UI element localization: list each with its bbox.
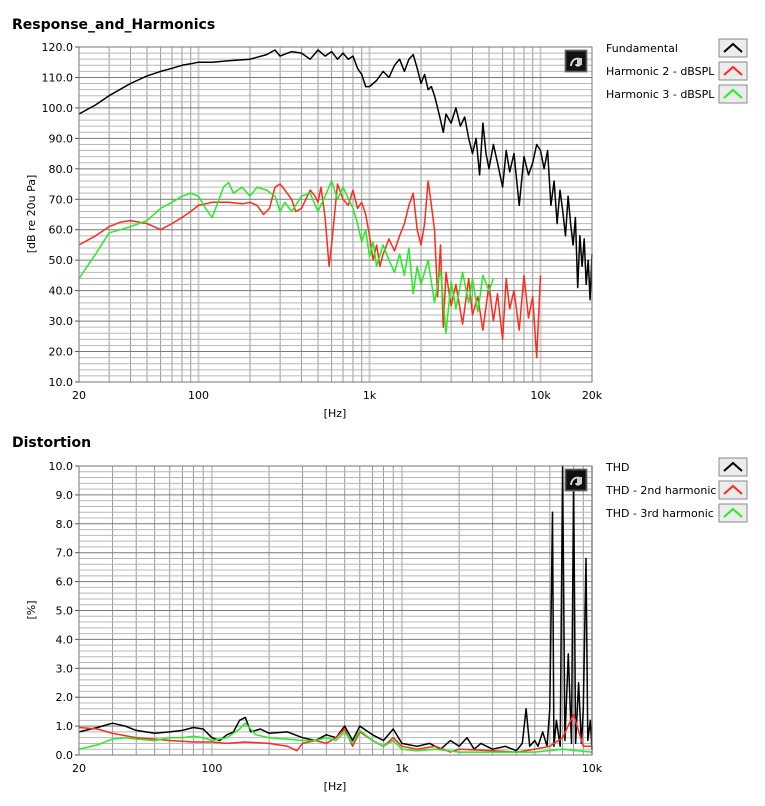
distortion-y-tick-labels: 0.0 1.0 2.0 3.0 4.0 5.0 6.0 7.0 8.0 9.0 10.0	[49, 460, 79, 762]
response-y-tick-label: 80.0	[49, 163, 74, 176]
response-series-line-1	[78, 49, 593, 301]
legend-swatch-fundamental	[718, 38, 748, 58]
response-y-tick-label: 60.0	[49, 224, 74, 237]
legend-line-thd-2nd	[723, 484, 743, 495]
distortion-legend: THD THD - 2nd harmonic THD - 3rd harmoni…	[605, 457, 748, 523]
graph-palette-icon[interactable]	[564, 49, 588, 73]
legend-line-harmonic-3	[723, 88, 743, 99]
distortion-y-tick-label: 6.0	[56, 576, 74, 589]
legend-label-thd-2nd: THD - 2nd harmonic	[605, 484, 716, 497]
legend-swatch-harmonic-3	[718, 84, 748, 104]
legend-item-thd-2nd[interactable]: THD - 2nd harmonic	[605, 480, 748, 500]
chart-title-distortion: Distortion	[12, 435, 91, 451]
distortion-x-axis-label: [Hz]	[324, 780, 347, 793]
response-series-line-2	[78, 180, 542, 359]
response-y-tick-label: 100.0	[42, 102, 74, 115]
response-series-group	[78, 49, 593, 359]
response-y-tick-label: 40.0	[49, 285, 74, 298]
legend-label-harmonic-2: Harmonic 2 - dBSPL	[606, 65, 715, 78]
response-plot-area	[79, 47, 592, 382]
distortion-y-tick-label: 2.0	[56, 691, 74, 704]
response-y-tick-label: 90.0	[49, 132, 74, 145]
legend-item-harmonic-3[interactable]: Harmonic 3 - dBSPL	[606, 84, 748, 104]
response-x-tick-label: 20k	[582, 389, 603, 402]
legend-label-harmonic-3: Harmonic 3 - dBSPL	[606, 88, 715, 101]
response-y-axis-label: [dB re 20u Pa]	[25, 175, 38, 254]
response-y-tick-label: 20.0	[49, 346, 74, 359]
distortion-y-axis-label: [%]	[25, 600, 38, 619]
distortion-y-tick-label: 8.0	[56, 518, 74, 531]
legend-line-harmonic-2	[723, 65, 743, 76]
distortion-y-tick-label: 0.0	[56, 749, 74, 762]
legend-item-harmonic-2[interactable]: Harmonic 2 - dBSPL	[606, 61, 748, 81]
response-x-axis-label: [Hz]	[324, 407, 347, 420]
graph-palette-icon[interactable]	[564, 468, 588, 492]
legend-swatch-thd	[718, 457, 748, 477]
legend-item-fundamental[interactable]: Fundamental	[606, 38, 748, 58]
legend-label-thd-3rd: THD - 3rd harmonic	[605, 507, 714, 520]
distortion-x-tick-label: 10k	[582, 762, 603, 775]
response-plot-frame	[78, 46, 593, 383]
distortion-chart: Distortion 0.0 1.0 2.0 3.0 4.0 5.0 6.0 7.0 8.0 9.…	[12, 435, 748, 793]
distortion-x-tick-label: 1k	[395, 762, 409, 775]
distortion-gridlines	[78, 465, 593, 756]
distortion-y-tick-label: 3.0	[56, 662, 74, 675]
distortion-y-tick-label: 9.0	[56, 489, 74, 502]
distortion-y-tick-label: 7.0	[56, 547, 74, 560]
distortion-x-tick-label: 20	[72, 762, 86, 775]
response-y-tick-label: 10.0	[49, 376, 74, 389]
response-x-tick-label: 20	[72, 389, 86, 402]
legend-line-thd-3rd	[723, 507, 743, 518]
response-y-tick-label: 70.0	[49, 193, 74, 206]
legend-label-thd: THD	[605, 461, 629, 474]
response-y-tick-label: 120.0	[42, 41, 74, 54]
distortion-y-tick-label: 5.0	[56, 605, 74, 618]
response-y-tick-label: 30.0	[49, 315, 74, 328]
response-series-line-3	[78, 180, 495, 335]
response-x-tick-labels: 20 100 1k 10k 20k	[72, 389, 603, 402]
legend-swatch-thd-2nd	[718, 480, 748, 500]
legend-label-fundamental: Fundamental	[606, 42, 678, 55]
legend-line-fundamental	[723, 42, 743, 53]
distortion-y-tick-label: 4.0	[56, 633, 74, 646]
legend-item-thd[interactable]: THD	[605, 457, 748, 477]
response-x-tick-label: 100	[188, 389, 209, 402]
distortion-x-tick-labels: 20 100 1k 10k	[72, 762, 603, 775]
response-chart: Response_and_Harmonics 10.0 20.0 30.0 40.0 5…	[12, 17, 748, 420]
response-x-tick-label: 10k	[530, 389, 551, 402]
response-y-tick-label: 110.0	[42, 71, 74, 84]
response-y-tick-labels: 10.0 20.0 30.0 40.0 50.0 60.0 70.0 80.0 90.0 100.…	[42, 41, 79, 389]
distortion-y-tick-label: 1.0	[56, 720, 74, 733]
legend-swatch-thd-3rd	[718, 503, 748, 523]
distortion-y-tick-label: 10.0	[49, 460, 74, 473]
distortion-series-line-3	[78, 722, 593, 753]
response-legend: Fundamental Harmonic 2 - dBSPL Harmonic …	[606, 38, 748, 104]
legend-item-thd-3rd[interactable]: THD - 3rd harmonic	[605, 503, 748, 523]
legend-swatch-harmonic-2	[718, 61, 748, 81]
distortion-x-tick-label: 100	[201, 762, 222, 775]
response-x-tick-label: 1k	[363, 389, 377, 402]
response-y-tick-label: 50.0	[49, 254, 74, 267]
chart-title-response: Response_and_Harmonics	[12, 17, 215, 33]
legend-line-thd	[723, 461, 743, 472]
distortion-series-group	[78, 465, 593, 753]
